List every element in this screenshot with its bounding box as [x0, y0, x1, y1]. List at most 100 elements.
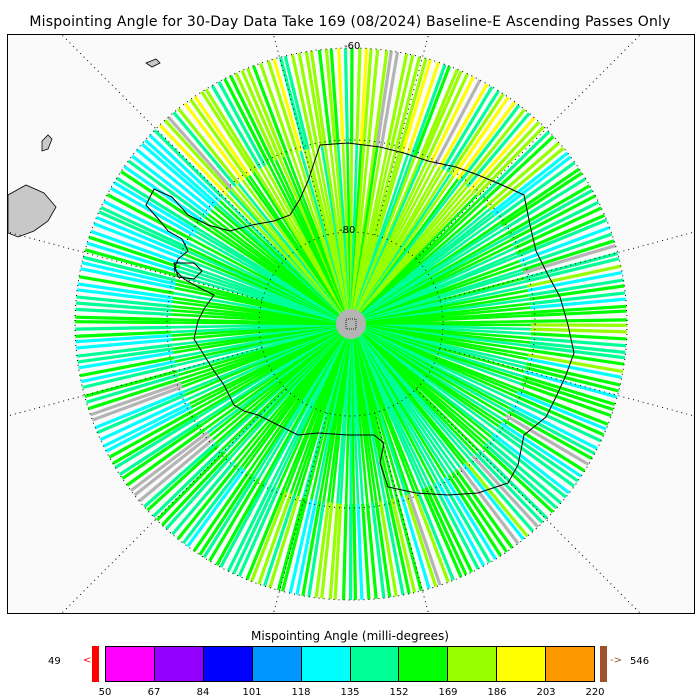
- swath-ray-outer: [155, 450, 226, 522]
- swath-ray-outer: [217, 80, 267, 167]
- swath-ray-outer: [365, 503, 378, 599]
- lat-label-80: -80: [339, 225, 356, 236]
- swath-ray-outer: [469, 116, 536, 191]
- swath-ray-outer: [509, 407, 596, 456]
- swath-ray-outer: [492, 432, 571, 495]
- swath-ray-outer: [113, 181, 198, 234]
- swath-ray-outer: [527, 270, 623, 293]
- swath-ray-outer: [281, 497, 308, 592]
- swath-ray-outer: [153, 129, 224, 199]
- swath-ray-outer: [99, 398, 189, 442]
- colorbar-segment: [448, 647, 498, 681]
- swath-ray-outer: [84, 369, 178, 398]
- swath-ray-outer: [81, 261, 176, 286]
- swath-ray-outer: [250, 491, 288, 583]
- swath-ray-outer: [374, 501, 392, 598]
- pole-marker: [345, 318, 357, 330]
- swath-ray-outer: [524, 251, 619, 280]
- swath-ray-outer: [449, 93, 505, 175]
- colorbar-min-value: 49: [48, 656, 61, 667]
- swath-ray-outer: [75, 301, 172, 312]
- swath-ray-outer: [471, 455, 540, 529]
- swath-ray-outer: [410, 63, 447, 156]
- swath-ray-outer: [452, 96, 510, 178]
- swath-ray-outer: [215, 480, 265, 566]
- colorbar-segment: [350, 647, 400, 681]
- swath-ray-outer: [525, 256, 620, 283]
- swath-ray-outer: [100, 206, 189, 250]
- swath-ray-outer: [148, 134, 221, 203]
- swath-ray-outer: [500, 421, 583, 478]
- swath-ray-outer: [521, 378, 614, 412]
- colorbar-tick-label: 84: [196, 687, 210, 698]
- polar-map: -60 -80: [7, 34, 695, 614]
- swath-ray-outer: [485, 141, 561, 208]
- swath-ray-outer: [79, 356, 175, 378]
- swath-ray-outer: [490, 435, 567, 499]
- swath-ray-outer: [424, 486, 468, 576]
- swath-ray-outer: [266, 60, 299, 153]
- swath-ray-outer: [524, 370, 618, 399]
- swath-ray-outer: [276, 497, 306, 591]
- swath-ray-outer: [510, 403, 598, 451]
- swath-ray-outer: [200, 90, 256, 174]
- colorbar-segment: [546, 647, 595, 681]
- swath-ray-outer: [234, 72, 278, 162]
- swath-ray-outer: [324, 48, 337, 145]
- swath-ray-outer: [529, 340, 626, 355]
- swath-ray-outer: [526, 264, 622, 288]
- graticule: [74, 47, 628, 601]
- swath-ray-outer: [359, 48, 369, 145]
- swath-ray-outer: [484, 442, 558, 510]
- swath-ray-outer: [131, 154, 210, 216]
- swath-ray-outer: [389, 54, 415, 149]
- swath-ray-outer: [86, 241, 180, 273]
- swath-ray-outer: [355, 48, 362, 145]
- swath-ray-outer: [529, 344, 626, 360]
- swath-ray-outer: [278, 56, 307, 151]
- swath-ray-outer: [474, 452, 544, 524]
- swath-ray-outer: [240, 69, 282, 160]
- swath-ray-outer: [428, 485, 474, 573]
- swath-ray-outer: [106, 193, 193, 242]
- colorbar-tick-label: 169: [438, 687, 458, 698]
- swath-ray-outer: [337, 48, 345, 145]
- swath-ray-outer: [183, 102, 245, 182]
- swath-ray-outer: [401, 59, 432, 153]
- swath-ray-outer: [520, 382, 612, 418]
- swath-ray-outer: [507, 410, 593, 461]
- swath-ray-outer: [268, 495, 300, 589]
- swath-ray-outer: [237, 487, 280, 577]
- swath-ray-outer: [223, 77, 271, 165]
- colorbar-max-value: 546: [630, 656, 650, 667]
- swath-ray-outer: [438, 83, 489, 169]
- swath-ray-outer: [513, 398, 602, 443]
- swath-ray-outer: [75, 325, 172, 331]
- antarctica-coastline: [145, 142, 575, 496]
- swath-ray-outer: [493, 155, 572, 217]
- swath-ray-outer: [488, 146, 565, 211]
- swath-ray-outer: [436, 481, 486, 567]
- swath-ray-outer: [530, 297, 627, 310]
- swath-ray-outer: [229, 74, 274, 163]
- swath-ray-outer: [160, 454, 229, 527]
- swath-ray-outer: [464, 461, 529, 538]
- swath-ray-outer: [246, 67, 285, 158]
- swath-ray-outer: [120, 170, 202, 226]
- swath-ray-outer: [475, 125, 545, 197]
- swath-ray-outer: [189, 98, 248, 179]
- swath-ray-outer: [295, 500, 318, 595]
- swath-ray-outer: [445, 89, 500, 173]
- swath-ray-outer: [297, 52, 319, 148]
- swath-ray-outer: [528, 348, 625, 366]
- swath-ray-outer: [529, 284, 625, 301]
- swath-ray-outer: [127, 159, 207, 219]
- swath-ray-outer: [432, 483, 480, 570]
- south-america-landmass: [8, 184, 57, 238]
- swath-ray-outer: [126, 427, 206, 487]
- colorbar-tick-label: 101: [242, 687, 262, 698]
- latitude-circle-60: [74, 47, 628, 601]
- swath-ray-outer: [95, 215, 186, 256]
- swath-ray-outer: [80, 267, 175, 290]
- swath-ray-outer: [143, 442, 218, 509]
